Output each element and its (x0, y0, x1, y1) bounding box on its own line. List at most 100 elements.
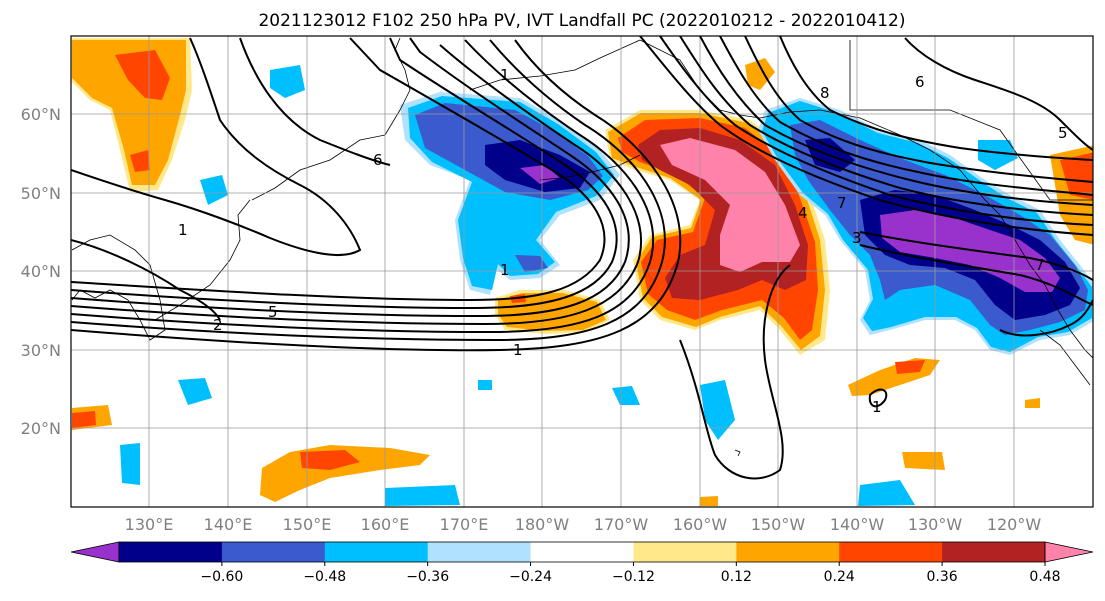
positive-anomaly-blob (700, 496, 718, 506)
lon-label: 170°W (594, 515, 649, 534)
map-title: 2021123012 F102 250 hPa PV, IVT Landfall… (258, 11, 905, 31)
coastline-aleutians (539, 154, 641, 181)
colorbar-tick-label: 0.48 (1029, 569, 1060, 585)
pv-contour (904, 37, 1093, 151)
positive-anomaly-blob (72, 411, 96, 428)
pv-contour (744, 36, 1093, 183)
pv-contour (779, 36, 1093, 161)
pv-contour (719, 36, 1093, 196)
pv-contour (679, 264, 791, 480)
colorbar-tick-label: 0.36 (927, 569, 958, 585)
colorbar-tick-label: −0.24 (509, 569, 552, 585)
positive-anomaly-blob (115, 50, 170, 100)
positive-anomaly-blob (1025, 398, 1040, 408)
colorbar-tick-label: −0.48 (303, 569, 346, 585)
lon-label: 160°E (361, 515, 410, 534)
contour-label: 1 (178, 221, 188, 239)
map-panel: 1 2 5 6 1 7 4 8 1 3 1 1 5 6 7 (71, 36, 1093, 507)
lat-label: 40°N (21, 262, 61, 281)
pv-contour (71, 39, 666, 342)
pv-contour (859, 231, 1093, 281)
colorbar-extend-min (70, 541, 120, 563)
positive-anomaly-blob (130, 150, 150, 172)
pv-contour (999, 299, 1093, 337)
colorbar-tick-label: −0.36 (406, 569, 449, 585)
pv-contour (71, 37, 630, 318)
pv-contour (859, 244, 1093, 306)
lon-label: 180°W (515, 515, 570, 534)
lon-label: 150°E (283, 515, 332, 534)
colorbar-tick-label: 0.12 (721, 569, 752, 585)
colorbar-segment (736, 542, 840, 562)
contour-label: 4 (798, 204, 808, 222)
negative-anomaly-blob (178, 378, 212, 405)
pv-contour (239, 37, 391, 166)
contour-label: 1 (513, 341, 523, 359)
colorbar-segments (70, 541, 1094, 563)
pv-contour (71, 44, 643, 326)
colorbar: −0.60 −0.48 −0.36 −0.24 −0.12 0.12 0.24 0.36 0.4… (70, 541, 1094, 585)
lon-label: 160°W (673, 515, 728, 534)
colorbar-segment (942, 542, 1046, 562)
coastline-kurils (251, 134, 386, 201)
colorbar-tick-label: 0.24 (824, 569, 855, 585)
colorbar-tick-label: −0.60 (200, 569, 243, 585)
coastline-hawaii (734, 449, 741, 457)
pv-contours (71, 36, 1093, 480)
gridlines (71, 36, 1093, 507)
negative-anomaly-blob (700, 380, 735, 440)
positive-anomaly-blob (1060, 152, 1093, 200)
colorbar-segment (530, 542, 634, 562)
positive-anomaly-blob (660, 138, 800, 272)
contour-label: 2 (213, 316, 223, 334)
pv-contour (71, 239, 221, 321)
pv-contour (639, 36, 1093, 236)
negative-anomaly-blob (515, 255, 548, 272)
pv-contour (71, 37, 618, 310)
pv-contour (71, 39, 682, 352)
lon-label: 140°W (830, 515, 885, 534)
latitude-labels: 60°N 50°N 40°N 30°N 20°N (21, 105, 61, 438)
negative-anomaly-blob (385, 485, 460, 506)
pv-contour (699, 36, 1093, 206)
positive-anomaly-blob (895, 360, 925, 374)
coastline-mexico (1039, 329, 1091, 386)
negative-anomaly-blob (978, 140, 1018, 170)
positive-anomaly-blob (902, 452, 945, 470)
pv-anomaly-shading (71, 38, 1093, 506)
contour-label: 7 (1035, 256, 1045, 274)
pv-contour (71, 37, 606, 302)
contour-labels: 1 2 5 6 1 7 4 8 1 3 1 1 5 6 7 (178, 66, 1068, 416)
pv-contour (868, 388, 888, 408)
pv-contour (71, 37, 362, 256)
coastline-na-west (789, 109, 1093, 359)
negative-anomaly-blob (120, 443, 140, 485)
colorbar-segment (221, 542, 326, 562)
negative-anomaly-blob (200, 175, 228, 205)
map-frame (70, 35, 1094, 508)
negative-anomaly-blob (858, 480, 915, 506)
contour-label: 6 (915, 73, 925, 91)
lat-label: 50°N (21, 184, 61, 203)
colorbar-ticks: −0.60 −0.48 −0.36 −0.24 −0.12 0.12 0.24 0.36 0.4… (200, 562, 1061, 585)
contour-label: 6 (373, 151, 383, 169)
negative-anomaly-blob (478, 380, 492, 390)
lon-label: 140°E (204, 515, 253, 534)
coastline-alaska (469, 39, 641, 91)
colorbar-frame (118, 541, 1046, 563)
colorbar-segment (633, 542, 737, 562)
lon-label: 150°W (751, 515, 806, 534)
negative-anomaly-blob (270, 65, 305, 98)
contour-label: 3 (852, 229, 862, 247)
lat-label: 20°N (21, 419, 61, 438)
pv-contour (659, 36, 1093, 226)
contour-label: 5 (1058, 124, 1068, 142)
coastline-na-inland (849, 40, 1093, 201)
contour-label: 5 (268, 303, 278, 321)
longitude-labels: 130°E 140°E 150°E 160°E 170°E 180°W 170°… (125, 515, 1042, 534)
contour-label: 7 (837, 194, 847, 212)
pv-contour (71, 39, 655, 334)
positive-anomaly-blob (300, 450, 360, 470)
lon-label: 170°E (440, 515, 489, 534)
colorbar-segment (119, 542, 223, 562)
